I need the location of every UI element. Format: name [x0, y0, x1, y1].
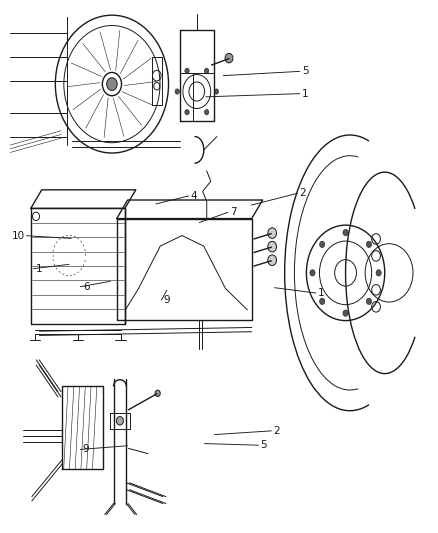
Circle shape [117, 417, 124, 425]
Circle shape [268, 228, 276, 238]
Circle shape [155, 390, 160, 397]
Text: 2: 2 [300, 188, 306, 198]
Text: 1: 1 [302, 88, 308, 99]
Circle shape [185, 68, 189, 74]
Circle shape [366, 241, 371, 247]
Circle shape [185, 110, 189, 115]
Circle shape [320, 241, 325, 247]
Circle shape [343, 310, 348, 317]
Circle shape [205, 110, 209, 115]
Text: 5: 5 [260, 440, 267, 450]
Text: 5: 5 [302, 67, 308, 76]
Circle shape [205, 68, 209, 74]
Text: 10: 10 [11, 231, 25, 241]
Text: 7: 7 [230, 207, 237, 217]
Circle shape [175, 89, 180, 94]
Text: 9: 9 [83, 445, 89, 455]
Text: 1: 1 [36, 264, 42, 273]
Text: 1: 1 [318, 288, 325, 298]
Circle shape [343, 229, 348, 236]
Circle shape [268, 255, 276, 265]
Circle shape [310, 270, 315, 276]
Text: 9: 9 [164, 295, 170, 305]
Circle shape [366, 298, 371, 304]
Circle shape [376, 270, 381, 276]
Text: 2: 2 [273, 426, 280, 436]
Circle shape [225, 53, 233, 63]
Circle shape [107, 78, 117, 91]
Circle shape [214, 89, 219, 94]
Text: 6: 6 [83, 281, 89, 292]
Circle shape [320, 298, 325, 304]
Circle shape [268, 241, 276, 252]
Text: 4: 4 [191, 191, 198, 201]
